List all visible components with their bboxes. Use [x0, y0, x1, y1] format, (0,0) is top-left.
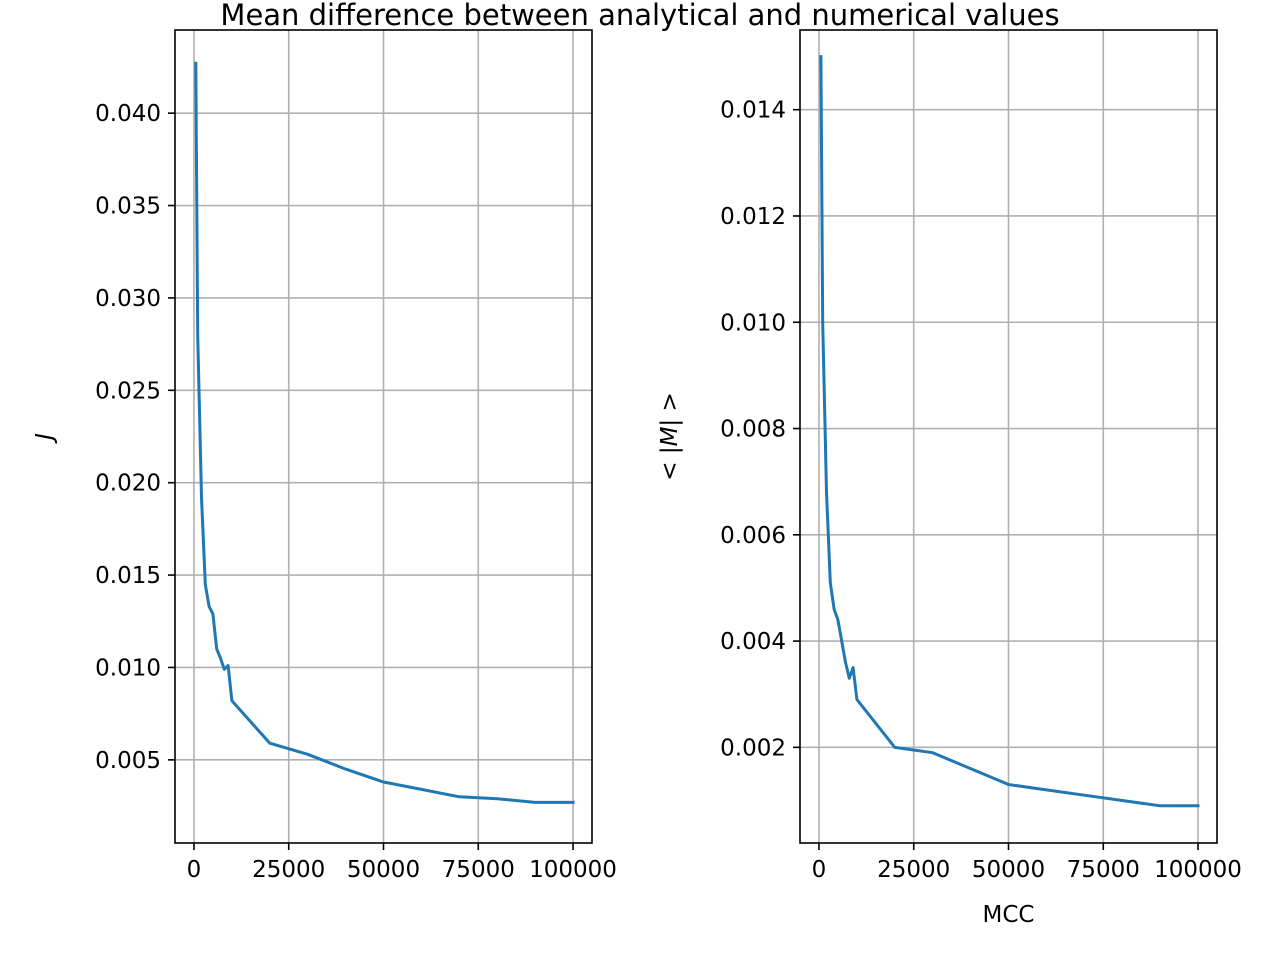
x-tick-label: 0: [187, 857, 202, 883]
x-axis-label: MCC: [983, 902, 1035, 928]
y-tick-label: 0.035: [95, 194, 161, 220]
y-tick-label: 0.020: [95, 471, 161, 497]
y-tick-label: 0.010: [720, 310, 786, 336]
left-subplot-j: 0 25000 50000 75000 100000 0.005 0.010 0.015 0.0…: [32, 29, 617, 883]
y-tick-label: 0.030: [95, 286, 161, 312]
x-tick-label: 0: [812, 857, 827, 883]
y-tick-label: 0.004: [720, 629, 786, 655]
x-tick-label: 75000: [1067, 857, 1140, 883]
y-tick-label: 0.002: [720, 735, 786, 761]
y-tick-label: 0.040: [95, 101, 161, 127]
y-tick-label: 0.014: [720, 98, 786, 124]
y-tick-label: 0.025: [95, 378, 161, 404]
y-tick-label: 0.010: [95, 655, 161, 681]
y-axis-label: J: [32, 433, 58, 444]
data-line: [819, 55, 1200, 808]
x-tick-label: 75000: [442, 857, 515, 883]
right-subplot-magnetization: 0 25000 50000 75000 100000 0.002 0.004 0.006 0.0…: [657, 29, 1242, 928]
y-tick-label: 0.008: [720, 417, 786, 443]
x-tick-label: 100000: [1154, 857, 1242, 883]
x-tick-label: 50000: [347, 857, 420, 883]
data-line: [194, 61, 575, 804]
y-tick-label: 0.005: [95, 748, 161, 774]
x-tick-label: 100000: [529, 857, 617, 883]
y-axis-label: < |M| >: [657, 392, 683, 481]
y-tick-label: 0.015: [95, 563, 161, 589]
y-tick-label: 0.006: [720, 523, 786, 549]
x-tick-label: 25000: [877, 857, 950, 883]
x-tick-label: 25000: [252, 857, 325, 883]
y-tick-label: 0.012: [720, 204, 786, 230]
x-tick-label: 50000: [972, 857, 1045, 883]
figure-suptitle: Mean difference between analytical and n…: [220, 0, 1059, 32]
